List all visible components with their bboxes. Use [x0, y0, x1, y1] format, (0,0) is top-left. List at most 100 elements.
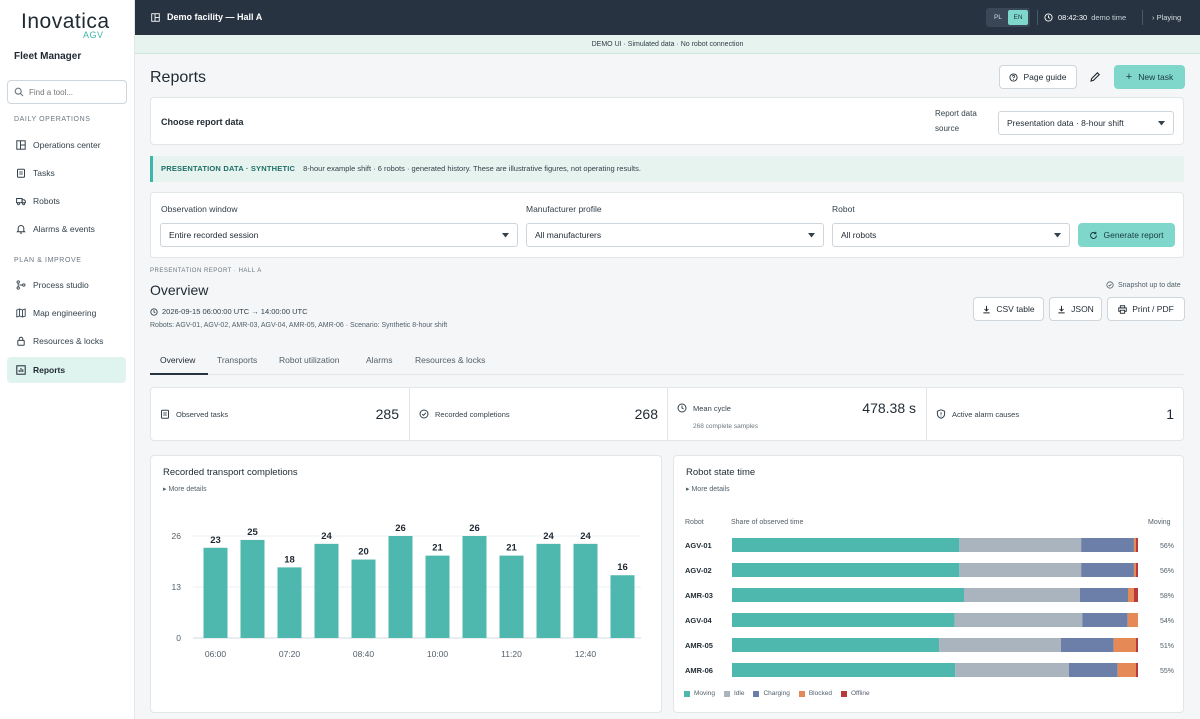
kpi-recorded-completions: Recorded completions 268 — [409, 387, 668, 441]
search-input[interactable] — [29, 87, 119, 97]
csv-export-button[interactable]: CSV table — [973, 297, 1044, 321]
sidebar-item-alarms[interactable]: Alarms & events — [7, 216, 126, 242]
state-segment — [1135, 538, 1138, 552]
kpi-mean-cycle: Mean cycle 478.38 s 268 complete samples — [667, 387, 926, 441]
chevron-down-icon — [1054, 233, 1061, 238]
moving-percent: 51% — [1160, 643, 1174, 650]
state-segment — [964, 588, 1080, 602]
tab-transports[interactable]: Transports — [217, 355, 258, 365]
print-button[interactable]: Print / PDF — [1107, 297, 1185, 321]
x-tick-label: 12:40 — [575, 649, 597, 659]
y-tick-label: 26 — [172, 531, 182, 541]
sidebar-item-resources-locks[interactable]: Resources & locks — [7, 328, 126, 354]
robot-select[interactable]: All robots — [832, 223, 1070, 247]
download-icon — [983, 305, 991, 313]
facility-selector[interactable]: Demo facility — Hall A — [151, 12, 262, 22]
bar — [610, 575, 635, 638]
chart-icon — [16, 365, 26, 375]
flow-icon — [16, 280, 26, 290]
kpi-active-alarm-causes: Active alarm causes 1 — [926, 387, 1184, 441]
moving-percent: 58% — [1160, 593, 1174, 600]
kpi-label-text: Observed tasks — [176, 409, 229, 419]
tab-overview[interactable]: Overview — [160, 355, 196, 365]
data-label: 26 — [395, 523, 406, 534]
sidebar-item-reports[interactable]: Reports — [7, 357, 126, 383]
new-task-button[interactable]: + New task — [1114, 65, 1185, 89]
data-label: 24 — [543, 531, 554, 542]
tool-search[interactable] — [7, 80, 127, 104]
sidebar-item-robots[interactable]: Robots — [7, 188, 126, 214]
state-segment — [939, 638, 1061, 652]
printer-icon — [1118, 304, 1127, 314]
sidebar-item-label: Reports — [33, 365, 66, 375]
state-segment — [1082, 613, 1128, 627]
sidebar-item-operations-center[interactable]: Operations center — [7, 132, 126, 158]
x-tick-label: 10:00 — [427, 649, 449, 659]
state-segment — [1081, 563, 1134, 577]
robot-label: AGV-02 — [685, 566, 712, 575]
sidebar-item-tasks[interactable]: Tasks — [7, 160, 126, 186]
divider — [1142, 10, 1143, 25]
moving-percent: 56% — [1160, 543, 1174, 550]
generate-report-button[interactable]: Generate report — [1078, 223, 1175, 247]
data-label: 25 — [247, 527, 258, 538]
state-segment — [1080, 588, 1128, 602]
legend-item: Charging — [753, 690, 790, 697]
state-segment — [732, 663, 956, 677]
report-caption: PRESENTATION REPORT · HALL A — [150, 268, 262, 274]
playback-status[interactable]: › Playing — [1152, 13, 1181, 22]
legend-item: Blocked — [798, 690, 832, 697]
state-segment — [732, 563, 960, 577]
page-guide-button[interactable]: Page guide — [999, 65, 1077, 89]
sidebar-item-map-engineering[interactable]: Map engineering — [7, 300, 126, 326]
logo[interactable]: Inovatica AGV — [21, 10, 110, 40]
state-segment — [1128, 588, 1134, 602]
x-tick-label: 06:00 — [205, 649, 227, 659]
check-circle-icon — [419, 409, 429, 419]
report-source-select[interactable]: Presentation data · 8-hour shift — [998, 111, 1174, 135]
refresh-icon — [1090, 231, 1098, 239]
x-tick-label: 11:20 — [501, 649, 522, 659]
kpi-label-text: Mean cycle — [693, 403, 731, 413]
edit-icon[interactable] — [1088, 70, 1102, 84]
state-segment — [732, 638, 940, 652]
truck-icon — [16, 198, 26, 206]
kpi-label: Observed tasks — [160, 409, 228, 419]
data-label: 26 — [469, 523, 480, 534]
window-label: Observation window — [161, 204, 238, 214]
more-details-toggle[interactable]: ▸ More details — [686, 485, 730, 493]
kpi-value: 268 — [634, 406, 658, 422]
tab-resources-locks[interactable]: Resources & locks — [415, 355, 486, 365]
column-header-moving: Moving — [1148, 519, 1171, 526]
state-segment — [1133, 563, 1136, 577]
column-header-share: Share of observed time — [731, 519, 804, 526]
clipboard-icon — [17, 168, 25, 178]
tab-robot-utilization[interactable]: Robot utilization — [279, 355, 340, 365]
more-details-toggle[interactable]: ▸ More details — [163, 485, 207, 493]
synthetic-tag: PRESENTATION DATA · SYNTHETIC — [161, 164, 296, 173]
state-legend: Moving Idle Charging Blocked Offline — [684, 690, 879, 697]
json-export-button[interactable]: JSON — [1049, 297, 1102, 321]
chevron-down-icon — [502, 233, 509, 238]
manufacturer-select[interactable]: All manufacturers — [526, 223, 824, 247]
tab-alarms[interactable]: Alarms — [366, 355, 393, 365]
kpi-label: Recorded completions — [419, 409, 510, 419]
lang-pl-button[interactable]: PL — [994, 14, 1002, 21]
app-name: Fleet Manager — [14, 51, 82, 62]
help-icon — [1009, 72, 1019, 82]
page-title: Reports — [150, 69, 207, 86]
window-select[interactable]: Entire recorded session — [160, 223, 518, 247]
sidebar-item-label: Resources & locks — [33, 336, 104, 346]
legend-swatch — [840, 690, 847, 697]
moving-percent: 54% — [1160, 618, 1174, 625]
kpi-observed-tasks: Observed tasks 285 — [150, 387, 409, 441]
data-label: 16 — [617, 562, 628, 573]
legend-swatch — [753, 690, 760, 697]
sidebar-item-process-studio[interactable]: Process studio — [7, 272, 126, 298]
state-segment — [732, 613, 955, 627]
lang-en-button[interactable]: EN — [1008, 10, 1028, 25]
state-segment — [732, 588, 964, 602]
state-segment — [1133, 538, 1136, 552]
more-details-label: More details — [691, 486, 730, 493]
sidebar-item-label: Operations center — [33, 140, 101, 150]
